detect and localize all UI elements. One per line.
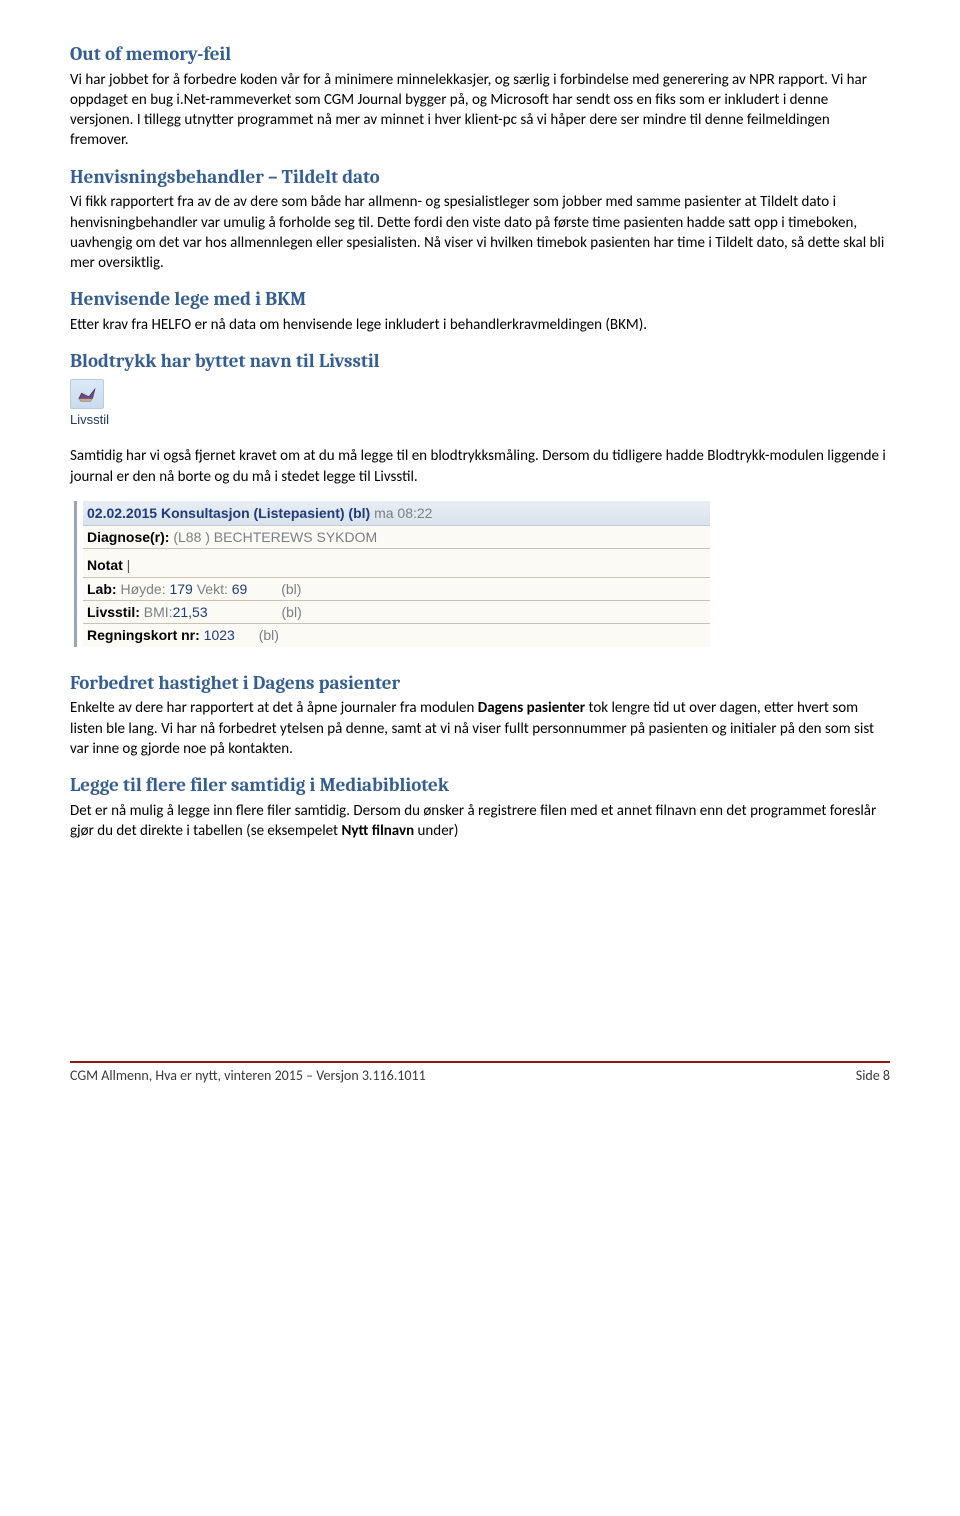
dagens-text-a: Enkelte av dere har rapportert at det å …: [70, 699, 478, 717]
konsult-panel: 02.02.2015 Konsultasjon (Listepasient) (…: [70, 501, 710, 647]
lab-vekt-label: Vekt:: [197, 581, 228, 597]
heading-oom: Out of memory-feil: [70, 42, 890, 68]
media-text-b: under): [414, 822, 458, 840]
konsult-regn-row: Regningskort nr: 1023 (bl): [83, 624, 710, 646]
livsstil-icon-label: Livsstil: [70, 411, 890, 429]
regn-suffix: (bl): [259, 627, 279, 643]
regn-label: Regningskort nr:: [87, 627, 200, 643]
heading-tildelt: Henvisningsbehandler – Tildelt dato: [70, 165, 890, 191]
konsult-livsstil-row: Livsstil: BMI:21,53 (bl): [83, 601, 710, 624]
konsult-date: 02.02.2015 Konsultasjon (Listepasient) (…: [87, 505, 370, 521]
media-bold: Nytt filnavn: [341, 822, 414, 840]
notat-label: Notat: [87, 557, 123, 573]
notat-cursor: |: [127, 557, 131, 573]
konsult-lab-row: Lab: Høyde: 179 Vekt: 69 (bl): [83, 578, 710, 601]
para-bkm: Etter krav fra HELFO er nå data om henvi…: [70, 315, 890, 335]
footer-left: CGM Allmenn, Hva er nytt, vinteren 2015 …: [70, 1067, 426, 1086]
lab-vekt-value: 69: [232, 581, 248, 597]
lab-hoyde-label: Høyde:: [120, 581, 165, 597]
footer-rule: [70, 1061, 890, 1063]
para-dagens: Enkelte av dere har rapportert at det å …: [70, 698, 890, 759]
page-footer: CGM Allmenn, Hva er nytt, vinteren 2015 …: [70, 1061, 890, 1086]
konsult-notat-row: Notat |: [83, 549, 710, 577]
para-tildelt: Vi fikk rapportert fra av de av dere som…: [70, 192, 890, 273]
konsult-header: 02.02.2015 Konsultasjon (Listepasient) (…: [83, 501, 710, 526]
liv-bmi-value: 21,53: [173, 604, 208, 620]
heading-dagens: Forbedret hastighet i Dagens pasienter: [70, 671, 890, 697]
diagnose-value: (L88 ) BECHTEREWS SYKDOM: [173, 529, 377, 545]
liv-label: Livsstil:: [87, 604, 140, 620]
lab-suffix: (bl): [281, 581, 301, 597]
konsult-time: ma 08:22: [374, 505, 432, 521]
para-media: Det er nå mulig å legge inn flere filer …: [70, 801, 890, 842]
heading-livsstil: Blodtrykk har byttet navn til Livsstil: [70, 349, 890, 375]
liv-suffix: (bl): [282, 604, 302, 620]
para-oom: Vi har jobbet for å forbedre koden vår f…: [70, 70, 890, 151]
konsult-diagnose-row: Diagnose(r): (L88 ) BECHTEREWS SYKDOM: [83, 526, 710, 549]
footer-right: Side 8: [856, 1067, 890, 1086]
livsstil-module-tile: Livsstil: [70, 379, 890, 429]
livsstil-icon: [70, 379, 104, 409]
heading-media: Legge til flere filer samtidig i Mediabi…: [70, 773, 890, 799]
liv-bmi-label: BMI:: [144, 604, 173, 620]
lab-label: Lab:: [87, 581, 117, 597]
media-text-a: Det er nå mulig å legge inn flere filer …: [70, 802, 876, 840]
diagnose-label: Diagnose(r):: [87, 529, 169, 545]
lab-hoyde-value: 179: [169, 581, 192, 597]
heading-bkm: Henvisende lege med i BKM: [70, 287, 890, 313]
dagens-bold: Dagens pasienter: [478, 699, 585, 717]
para-livsstil: Samtidig har vi også fjernet kravet om a…: [70, 446, 890, 487]
regn-value: 1023: [204, 627, 235, 643]
